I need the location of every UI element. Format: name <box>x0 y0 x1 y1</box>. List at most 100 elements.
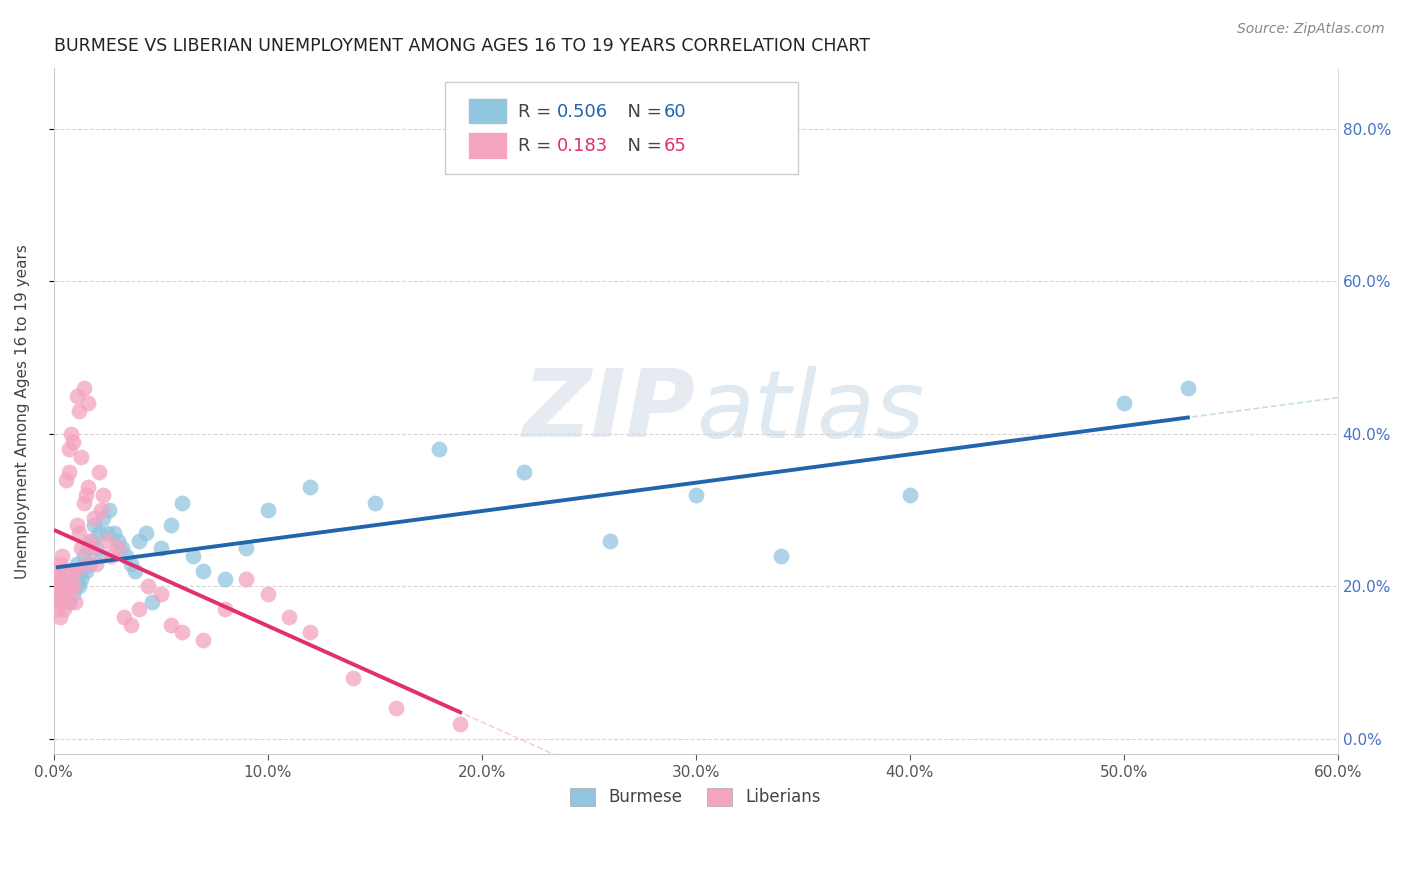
Point <box>79 557 101 571</box>
Point <box>67 526 90 541</box>
Point <box>193 632 215 647</box>
Point <box>45 564 67 578</box>
Point <box>193 564 215 578</box>
Point <box>135 526 157 541</box>
Point <box>45 579 67 593</box>
Point <box>86 541 108 556</box>
Text: N =: N = <box>616 136 668 154</box>
Point <box>53 564 76 578</box>
Point <box>363 495 385 509</box>
Point <box>214 602 236 616</box>
Point <box>53 572 76 586</box>
Text: R =: R = <box>519 136 557 154</box>
Point <box>90 503 112 517</box>
Point <box>385 701 408 715</box>
Point <box>160 518 183 533</box>
Point <box>115 549 138 563</box>
Point <box>141 595 163 609</box>
Point <box>53 587 76 601</box>
Point <box>256 587 278 601</box>
Point <box>83 518 105 533</box>
Point <box>55 579 77 593</box>
Point <box>75 557 97 571</box>
Point <box>124 564 146 578</box>
Point <box>49 595 72 609</box>
Point <box>76 480 98 494</box>
Point <box>63 595 86 609</box>
Point <box>120 557 142 571</box>
Point <box>62 564 84 578</box>
Text: R =: R = <box>519 103 557 121</box>
Point <box>75 488 97 502</box>
Point <box>66 518 89 533</box>
Point <box>96 526 118 541</box>
Text: atlas: atlas <box>696 366 924 457</box>
Point <box>449 716 471 731</box>
FancyBboxPatch shape <box>468 98 508 124</box>
Point <box>59 427 82 442</box>
Point <box>49 610 72 624</box>
Point <box>898 488 921 502</box>
Point <box>46 602 69 616</box>
Point <box>72 381 94 395</box>
Point <box>67 404 90 418</box>
FancyBboxPatch shape <box>446 82 799 174</box>
Point <box>107 541 129 556</box>
Point <box>87 465 110 479</box>
Point <box>770 549 793 563</box>
Point <box>66 557 89 571</box>
Point <box>63 564 86 578</box>
Point <box>170 495 193 509</box>
Point <box>128 533 150 548</box>
Point <box>49 557 72 571</box>
Text: 65: 65 <box>664 136 686 154</box>
Point <box>66 572 89 586</box>
Point <box>1112 396 1135 410</box>
Point <box>120 617 142 632</box>
Point <box>75 557 97 571</box>
Point <box>59 572 82 586</box>
Point <box>82 541 104 556</box>
Point <box>70 450 93 464</box>
Point <box>513 465 536 479</box>
Point <box>1177 381 1199 395</box>
Text: 0.183: 0.183 <box>557 136 609 154</box>
Point <box>235 572 257 586</box>
Text: Source: ZipAtlas.com: Source: ZipAtlas.com <box>1237 22 1385 37</box>
Point <box>49 587 72 601</box>
Point <box>62 587 84 601</box>
FancyBboxPatch shape <box>468 133 508 159</box>
Point <box>599 533 621 548</box>
Point <box>79 533 101 548</box>
Legend: Burmese, Liberians: Burmese, Liberians <box>562 780 830 814</box>
Point <box>46 579 69 593</box>
Point <box>149 541 172 556</box>
Point <box>55 572 77 586</box>
Point <box>86 557 108 571</box>
Text: 60: 60 <box>664 103 686 121</box>
Point <box>70 572 93 586</box>
Point <box>58 595 80 609</box>
Point <box>149 587 172 601</box>
Point <box>107 533 129 548</box>
Point <box>427 442 450 457</box>
Point <box>63 564 86 578</box>
Point <box>58 564 80 578</box>
Text: 0.506: 0.506 <box>557 103 607 121</box>
Point <box>342 671 364 685</box>
Point <box>49 595 72 609</box>
Point <box>72 549 94 563</box>
Point <box>46 572 69 586</box>
Point <box>136 579 159 593</box>
Point <box>58 465 80 479</box>
Point <box>256 503 278 517</box>
Point <box>76 541 98 556</box>
Point <box>103 526 125 541</box>
Point <box>128 602 150 616</box>
Point <box>299 480 322 494</box>
Point <box>59 579 82 593</box>
Point <box>55 564 77 578</box>
Point <box>235 541 257 556</box>
Point <box>214 572 236 586</box>
Point <box>76 396 98 410</box>
